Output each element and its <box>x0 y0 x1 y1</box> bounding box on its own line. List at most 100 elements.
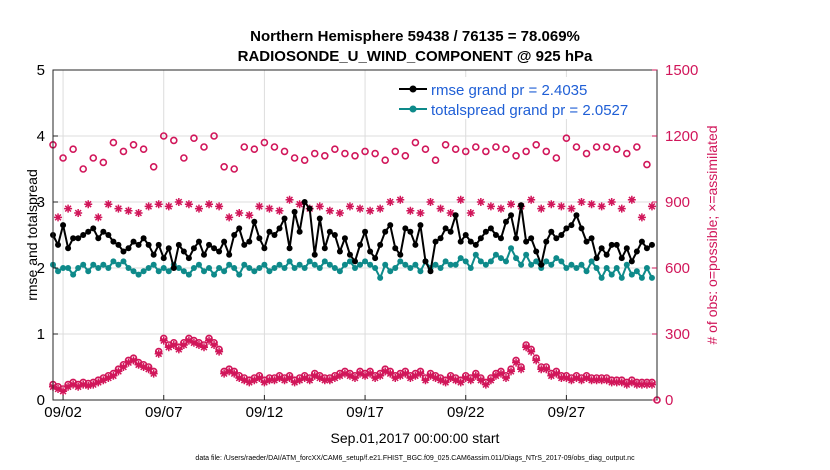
obs-possible-point <box>552 154 561 162</box>
obs-possible-point <box>320 152 329 160</box>
obs-low-assimilated-point <box>496 369 505 378</box>
obs-low-assimilated-point <box>114 367 123 376</box>
obs-possible-point <box>170 136 178 145</box>
x-tick-label: 09/12 <box>246 404 284 421</box>
spread-point <box>100 261 107 268</box>
rmse-point <box>331 232 338 238</box>
obs-assimilated-point <box>104 200 113 209</box>
obs-low-assimilated-point <box>210 341 219 349</box>
spread-point <box>497 255 504 262</box>
x-tick-label: 09/07 <box>145 404 183 421</box>
obs-low-assimilated-point <box>431 374 440 382</box>
obs-low-assimilated-point <box>154 349 163 358</box>
spread-point <box>633 268 640 275</box>
spread-point <box>593 265 600 271</box>
rmse-point <box>185 255 192 262</box>
obs-possible-point <box>492 143 500 151</box>
spread-point <box>331 265 338 271</box>
left-y-axis: 0 1 2 3 4 5 <box>37 62 58 409</box>
spread-point <box>185 271 192 278</box>
obs-assimilated-point <box>597 202 606 211</box>
obs-possible-point <box>542 147 551 156</box>
spread-point <box>346 258 353 265</box>
obs-assimilated-point <box>194 204 203 213</box>
spread-point <box>95 265 102 271</box>
rmse-point <box>70 235 77 242</box>
obs-possible-point <box>341 149 349 158</box>
spread-point <box>397 258 404 265</box>
rmse-point <box>357 241 364 248</box>
spread-point <box>286 258 293 265</box>
rmse-point <box>160 255 167 262</box>
obs-possible-point <box>331 145 339 153</box>
rmse-point <box>477 235 484 242</box>
obs-low-assimilated-point <box>84 381 93 390</box>
spread-point <box>387 268 394 275</box>
obs-low-assimilated-point <box>602 376 611 385</box>
spread-point <box>487 258 494 265</box>
rmse-point <box>346 251 353 258</box>
left-tick-label: 3 <box>37 194 45 211</box>
obs-possible-point <box>471 143 480 151</box>
rmse-point <box>412 241 419 248</box>
obs-possible-point <box>300 156 309 164</box>
spread-point <box>462 258 469 265</box>
obs-possible-point <box>602 143 611 151</box>
obs-possible-point <box>310 149 319 158</box>
obs-possible-point <box>89 154 98 162</box>
obs-low-assimilated-point <box>386 369 395 378</box>
obs-possible-point <box>119 147 128 156</box>
rmse-point <box>175 241 182 248</box>
rmse-point <box>336 248 343 255</box>
spread-point <box>85 268 92 275</box>
rmse-point <box>266 228 273 235</box>
rmse-point <box>578 225 585 232</box>
obs-assimilated-point <box>325 206 334 215</box>
rmse-point <box>105 232 112 238</box>
rmse-point <box>190 245 197 252</box>
x-tick-label: 09/27 <box>548 404 586 421</box>
obs-possible-point <box>643 160 651 169</box>
obs-assimilated-point <box>366 206 375 215</box>
rmse-point <box>150 251 157 258</box>
rmse-point <box>618 255 625 262</box>
obs-possible-point <box>572 143 581 151</box>
spread-point <box>377 274 384 281</box>
legend: rmse grand pr = 2.4035 totalspread grand… <box>392 77 655 119</box>
spread-point <box>648 274 655 281</box>
legend-rmse-label: rmse grand pr = 2.4035 <box>431 82 587 99</box>
obs-low-assimilated-point <box>235 374 244 382</box>
spread-point <box>306 258 313 265</box>
obs-possible-point <box>200 143 208 151</box>
rmse-point <box>447 228 454 235</box>
rmse-point <box>241 241 248 248</box>
rmse-point <box>482 228 489 235</box>
rmse-point <box>377 241 384 248</box>
obs-low-assimilated-point <box>335 371 344 380</box>
obs-possible-point <box>441 141 450 149</box>
rmse-point <box>563 225 570 232</box>
spread-point <box>276 261 283 268</box>
rmse-point <box>452 212 459 219</box>
obs-low-assimilated-point <box>109 371 118 380</box>
rmse-point <box>442 225 449 232</box>
rmse-point <box>55 241 62 248</box>
rmse-point <box>281 215 288 222</box>
obs-low-assimilated-point <box>466 376 475 385</box>
obs-possible-point <box>633 143 641 151</box>
spread-point <box>578 261 585 268</box>
rmse-point <box>125 245 132 252</box>
obs-low-assimilated-point <box>532 356 541 365</box>
obs-low-assimilated-point <box>587 376 596 385</box>
obs-low-assimilated-point <box>245 378 254 387</box>
obs-possible-point <box>562 134 571 142</box>
rmse-point <box>508 212 515 219</box>
rmse-point <box>397 251 404 258</box>
spread-point <box>296 261 303 268</box>
obs-assimilated-point <box>547 200 556 209</box>
obs-possible-point <box>180 154 188 162</box>
rmse-point <box>528 235 535 242</box>
obs-assimilated-point <box>245 211 254 220</box>
rmse-point <box>588 235 595 242</box>
spread-point <box>165 268 172 275</box>
